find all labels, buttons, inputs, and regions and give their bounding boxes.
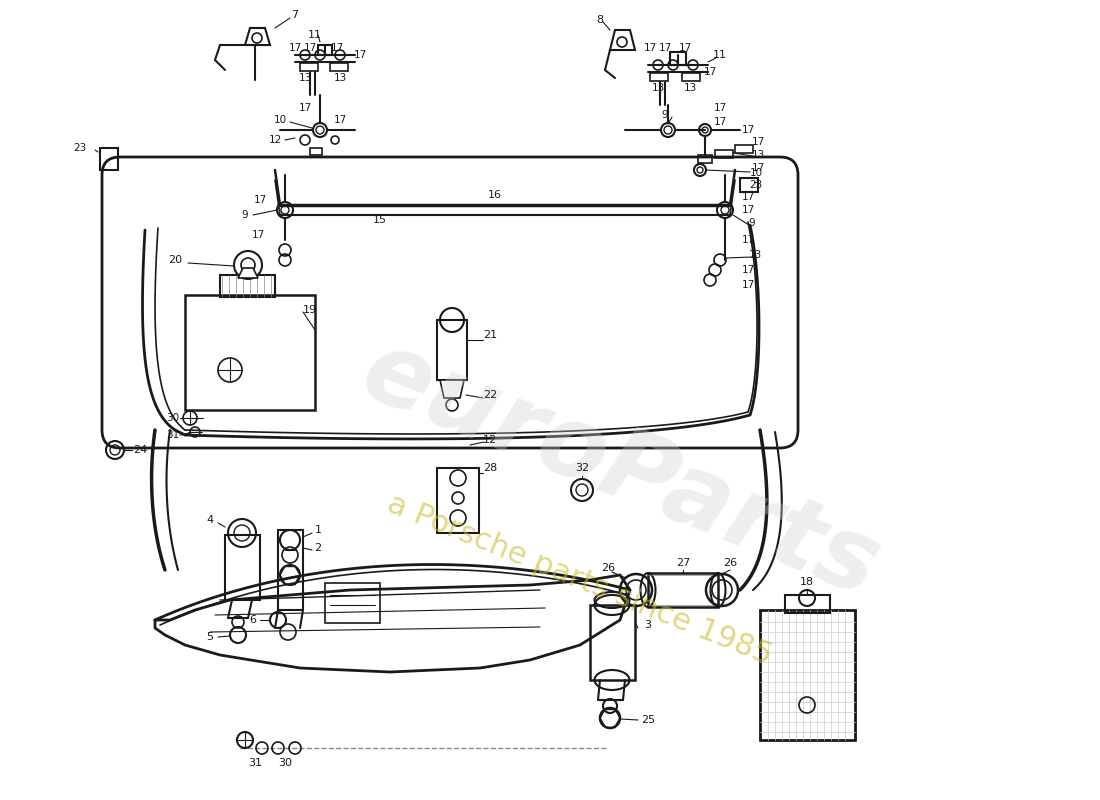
Text: 24: 24: [133, 445, 147, 455]
Bar: [300, 63, 318, 71]
Text: 1: 1: [315, 525, 321, 535]
Text: 13: 13: [683, 83, 696, 93]
Bar: [682, 73, 700, 81]
Text: 17: 17: [288, 43, 301, 53]
Bar: [715, 150, 733, 158]
Text: 17: 17: [751, 163, 764, 173]
Bar: [650, 73, 668, 81]
Text: 13: 13: [651, 83, 664, 93]
Bar: [785, 595, 830, 613]
Text: 17: 17: [304, 43, 317, 53]
Text: 9: 9: [662, 110, 669, 120]
Bar: [310, 148, 322, 155]
Text: 9: 9: [749, 218, 756, 228]
Bar: [185, 295, 315, 410]
Bar: [324, 583, 380, 623]
Polygon shape: [440, 380, 464, 398]
Text: 13: 13: [748, 250, 761, 260]
Text: 17: 17: [659, 43, 672, 53]
Bar: [330, 63, 348, 71]
Text: 19: 19: [302, 305, 317, 315]
Text: 13: 13: [333, 73, 346, 83]
Text: 17: 17: [741, 265, 755, 275]
Text: 30: 30: [166, 413, 179, 423]
Text: 31: 31: [248, 758, 262, 768]
Text: 13: 13: [298, 73, 311, 83]
Text: 20: 20: [168, 255, 183, 265]
Text: 17: 17: [353, 50, 366, 60]
Text: 32: 32: [575, 463, 590, 473]
Text: 17: 17: [751, 137, 764, 147]
Bar: [100, 148, 118, 170]
Text: 16: 16: [488, 190, 502, 200]
Text: 4: 4: [207, 515, 213, 525]
Polygon shape: [245, 28, 270, 45]
Text: 15: 15: [373, 215, 387, 225]
Text: 13: 13: [751, 150, 764, 160]
Text: 8: 8: [596, 15, 604, 25]
Bar: [760, 610, 855, 740]
Text: 17: 17: [741, 125, 755, 135]
Bar: [220, 275, 275, 297]
Text: 23: 23: [749, 180, 762, 190]
Bar: [226, 535, 260, 600]
Bar: [437, 320, 468, 380]
Text: 26: 26: [723, 558, 737, 568]
Text: a Porsche parts since 1985: a Porsche parts since 1985: [384, 490, 777, 670]
FancyBboxPatch shape: [102, 157, 798, 448]
Bar: [437, 468, 478, 533]
Text: 18: 18: [800, 577, 814, 587]
Text: 10: 10: [274, 115, 287, 125]
Text: 11: 11: [713, 50, 727, 60]
Text: 10: 10: [749, 168, 762, 178]
Polygon shape: [238, 268, 258, 278]
Text: 17: 17: [703, 67, 716, 77]
Bar: [670, 52, 686, 65]
Text: 17: 17: [644, 43, 657, 53]
Text: 17: 17: [714, 103, 727, 113]
Text: 17: 17: [253, 195, 266, 205]
Text: 23: 23: [74, 143, 87, 153]
Text: 12: 12: [268, 135, 282, 145]
Text: 12: 12: [483, 435, 497, 445]
Text: 2: 2: [315, 543, 321, 553]
Text: 17: 17: [679, 43, 692, 53]
Bar: [590, 605, 635, 680]
Bar: [318, 45, 332, 55]
Text: 17: 17: [741, 235, 755, 245]
Text: 30: 30: [278, 758, 292, 768]
Text: 28: 28: [483, 463, 497, 473]
Text: 17: 17: [741, 280, 755, 290]
Polygon shape: [610, 30, 635, 50]
Text: 17: 17: [330, 43, 343, 53]
Text: 17: 17: [741, 205, 755, 215]
Text: 17: 17: [298, 103, 311, 113]
Polygon shape: [155, 575, 630, 672]
Bar: [735, 145, 754, 153]
Bar: [648, 573, 718, 607]
Text: 11: 11: [308, 30, 322, 40]
Text: 7: 7: [292, 10, 298, 20]
Bar: [698, 155, 712, 163]
Text: 3: 3: [645, 620, 651, 630]
Text: 25: 25: [641, 715, 656, 725]
Bar: [278, 530, 303, 610]
Bar: [740, 178, 758, 192]
Text: 17: 17: [741, 192, 755, 202]
Text: 5: 5: [207, 632, 213, 642]
Text: 27: 27: [675, 558, 690, 568]
Text: euroParts: euroParts: [348, 322, 892, 618]
Text: 21: 21: [483, 330, 497, 340]
Text: 6: 6: [250, 615, 256, 625]
Text: 17: 17: [714, 117, 727, 127]
Text: 22: 22: [483, 390, 497, 400]
Text: 26: 26: [601, 563, 615, 573]
Text: 9: 9: [242, 210, 249, 220]
Text: 17: 17: [252, 230, 265, 240]
Text: 31: 31: [166, 430, 179, 440]
Text: 17: 17: [333, 115, 346, 125]
